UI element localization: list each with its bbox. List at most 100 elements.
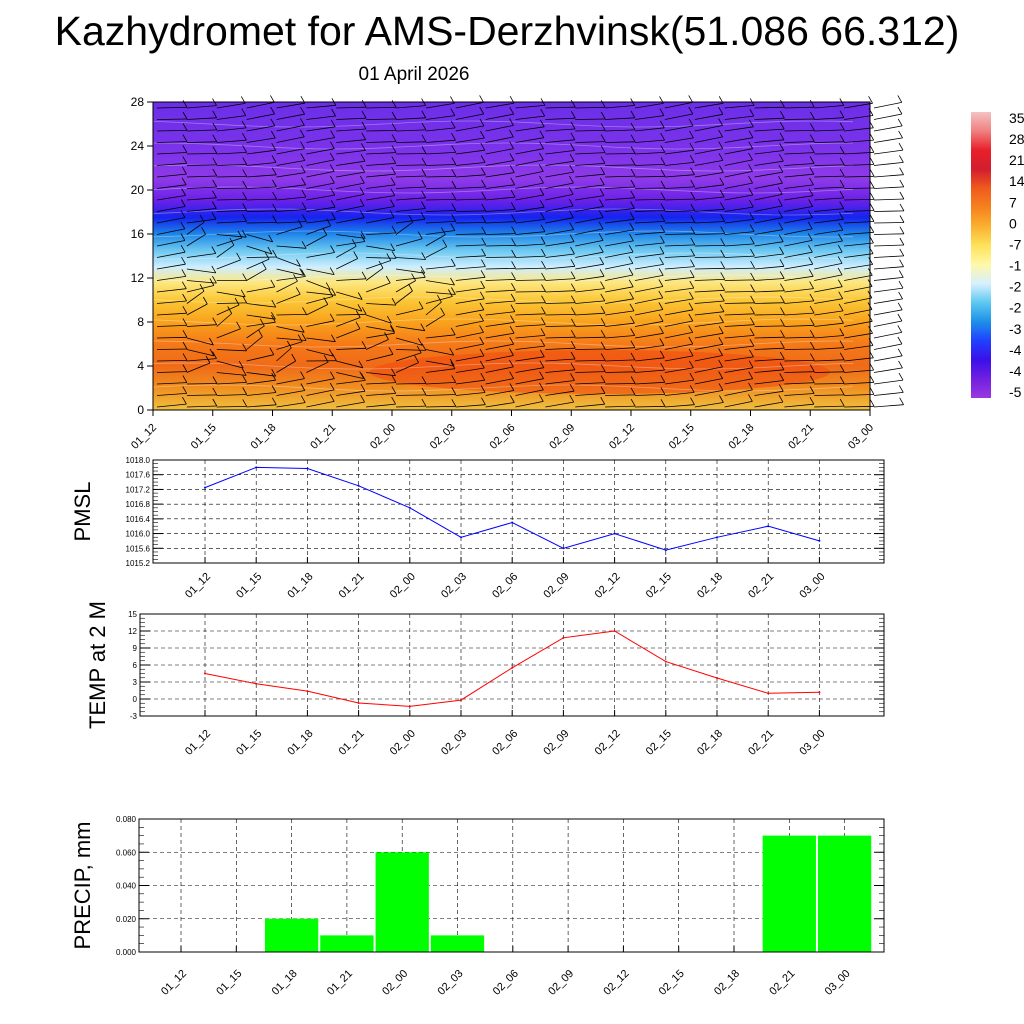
wind-barb-flag bbox=[332, 353, 337, 361]
wind-barb-flag bbox=[779, 373, 785, 381]
wind-barb-flag bbox=[808, 269, 814, 277]
wind-barb-flag bbox=[869, 145, 875, 153]
wind-barb-flag bbox=[539, 382, 544, 391]
wind-barb-flag bbox=[839, 201, 845, 209]
x-tick-label: 01_12 bbox=[183, 571, 213, 601]
wind-barb bbox=[366, 326, 395, 332]
wind-barb-flag bbox=[451, 399, 457, 407]
wind-barb bbox=[634, 309, 663, 316]
wind-barb-flag bbox=[899, 226, 905, 234]
wind-barb bbox=[246, 321, 276, 327]
wind-barb bbox=[425, 349, 454, 356]
wind-barb-flag bbox=[779, 246, 784, 255]
wind-barb-flag bbox=[268, 234, 274, 243]
wind-barb bbox=[306, 148, 335, 155]
wind-barb-flag bbox=[330, 371, 335, 379]
colorbar-label: -4 bbox=[1009, 342, 1022, 358]
y-tick-label: 0.060 bbox=[116, 848, 137, 857]
wind-barb bbox=[246, 336, 263, 350]
wind-barb bbox=[724, 356, 754, 362]
wind-barb bbox=[844, 242, 874, 247]
wind-barb bbox=[485, 390, 514, 396]
wind-barb bbox=[605, 105, 635, 109]
wind-barb bbox=[395, 221, 414, 235]
wind-barb bbox=[754, 117, 785, 120]
wind-barb bbox=[634, 275, 664, 281]
profile-y-tick-label: 8 bbox=[137, 315, 144, 329]
wind-barb-flag bbox=[688, 348, 694, 357]
wind-barb bbox=[634, 115, 664, 120]
wind-barb-flag bbox=[510, 202, 516, 210]
wind-barb-flag bbox=[658, 302, 664, 310]
wind-barb bbox=[306, 296, 334, 304]
contour-line bbox=[152, 384, 854, 392]
wind-barb-flag bbox=[869, 169, 875, 177]
wind-barb-flag bbox=[385, 275, 391, 284]
wind-barb bbox=[246, 325, 265, 339]
wind-barb-flag bbox=[837, 256, 843, 264]
wind-barb bbox=[515, 279, 546, 281]
wind-barb bbox=[246, 162, 277, 166]
wind-barb bbox=[336, 205, 365, 212]
wind-barb-flag bbox=[271, 373, 277, 381]
wind-barb bbox=[634, 231, 665, 235]
wind-barb-flag bbox=[390, 324, 395, 332]
wind-barb bbox=[276, 293, 301, 304]
pmsl-point bbox=[562, 547, 565, 550]
wind-barb-flag bbox=[302, 214, 307, 222]
wind-barb bbox=[156, 288, 187, 293]
wind-barb bbox=[575, 228, 604, 235]
wind-barb bbox=[485, 289, 516, 293]
wind-barb-flag bbox=[182, 330, 188, 338]
wind-barb-flag bbox=[541, 248, 546, 257]
wind-barb-flag bbox=[271, 385, 277, 393]
wind-barb-flag bbox=[391, 111, 397, 120]
wind-barb-flag bbox=[541, 295, 546, 303]
wind-barb-flag bbox=[212, 398, 218, 407]
wind-barb-flag bbox=[569, 394, 575, 403]
wind-barb bbox=[634, 405, 666, 408]
wind-barb-flag bbox=[570, 111, 576, 119]
wind-barb bbox=[276, 136, 305, 143]
wind-barb bbox=[634, 164, 665, 166]
wind-barb bbox=[844, 187, 875, 189]
wind-barb bbox=[873, 404, 904, 408]
wind-barb bbox=[485, 245, 516, 247]
wind-barb-flag bbox=[240, 289, 246, 297]
wind-barb-flag bbox=[450, 108, 456, 116]
wind-barb bbox=[814, 383, 845, 385]
wind-barb bbox=[545, 390, 575, 396]
wind-barb-flag bbox=[180, 245, 186, 253]
wind-barb-flag bbox=[838, 233, 843, 242]
wind-barb bbox=[306, 378, 335, 385]
wind-barb bbox=[754, 205, 783, 212]
wind-barb-flag bbox=[199, 215, 205, 223]
wind-barb-flag bbox=[838, 222, 844, 231]
wind-barb-flag bbox=[720, 261, 726, 269]
wind-barb-flag bbox=[570, 283, 576, 291]
temp-point bbox=[511, 666, 514, 669]
wind-barb bbox=[634, 345, 664, 350]
wind-barb bbox=[664, 113, 693, 120]
profile-x-tick-label: 02_12 bbox=[607, 422, 637, 452]
wind-barb-flag bbox=[209, 278, 215, 286]
wind-barb-flag bbox=[809, 386, 815, 394]
wind-barb-flag bbox=[270, 130, 276, 139]
wind-barb-flag bbox=[600, 293, 606, 302]
wind-barb bbox=[873, 149, 904, 155]
wind-barb bbox=[366, 232, 397, 235]
wind-barb bbox=[664, 244, 695, 247]
wind-barb-flag bbox=[600, 134, 606, 142]
wind-barb bbox=[724, 182, 753, 189]
wind-barb bbox=[336, 380, 366, 385]
y-tick-label: 0.020 bbox=[116, 915, 137, 924]
wind-barb bbox=[873, 320, 902, 327]
wind-barb-flag bbox=[839, 398, 845, 407]
pmsl-point bbox=[460, 536, 462, 539]
wind-barb-flag bbox=[361, 132, 367, 140]
wind-barb bbox=[425, 103, 455, 109]
wind-barb-flag bbox=[391, 297, 397, 306]
wind-barb-flag bbox=[628, 244, 634, 253]
wind-barb-flag bbox=[384, 332, 389, 340]
colorbar-label: 21 bbox=[1009, 152, 1024, 168]
